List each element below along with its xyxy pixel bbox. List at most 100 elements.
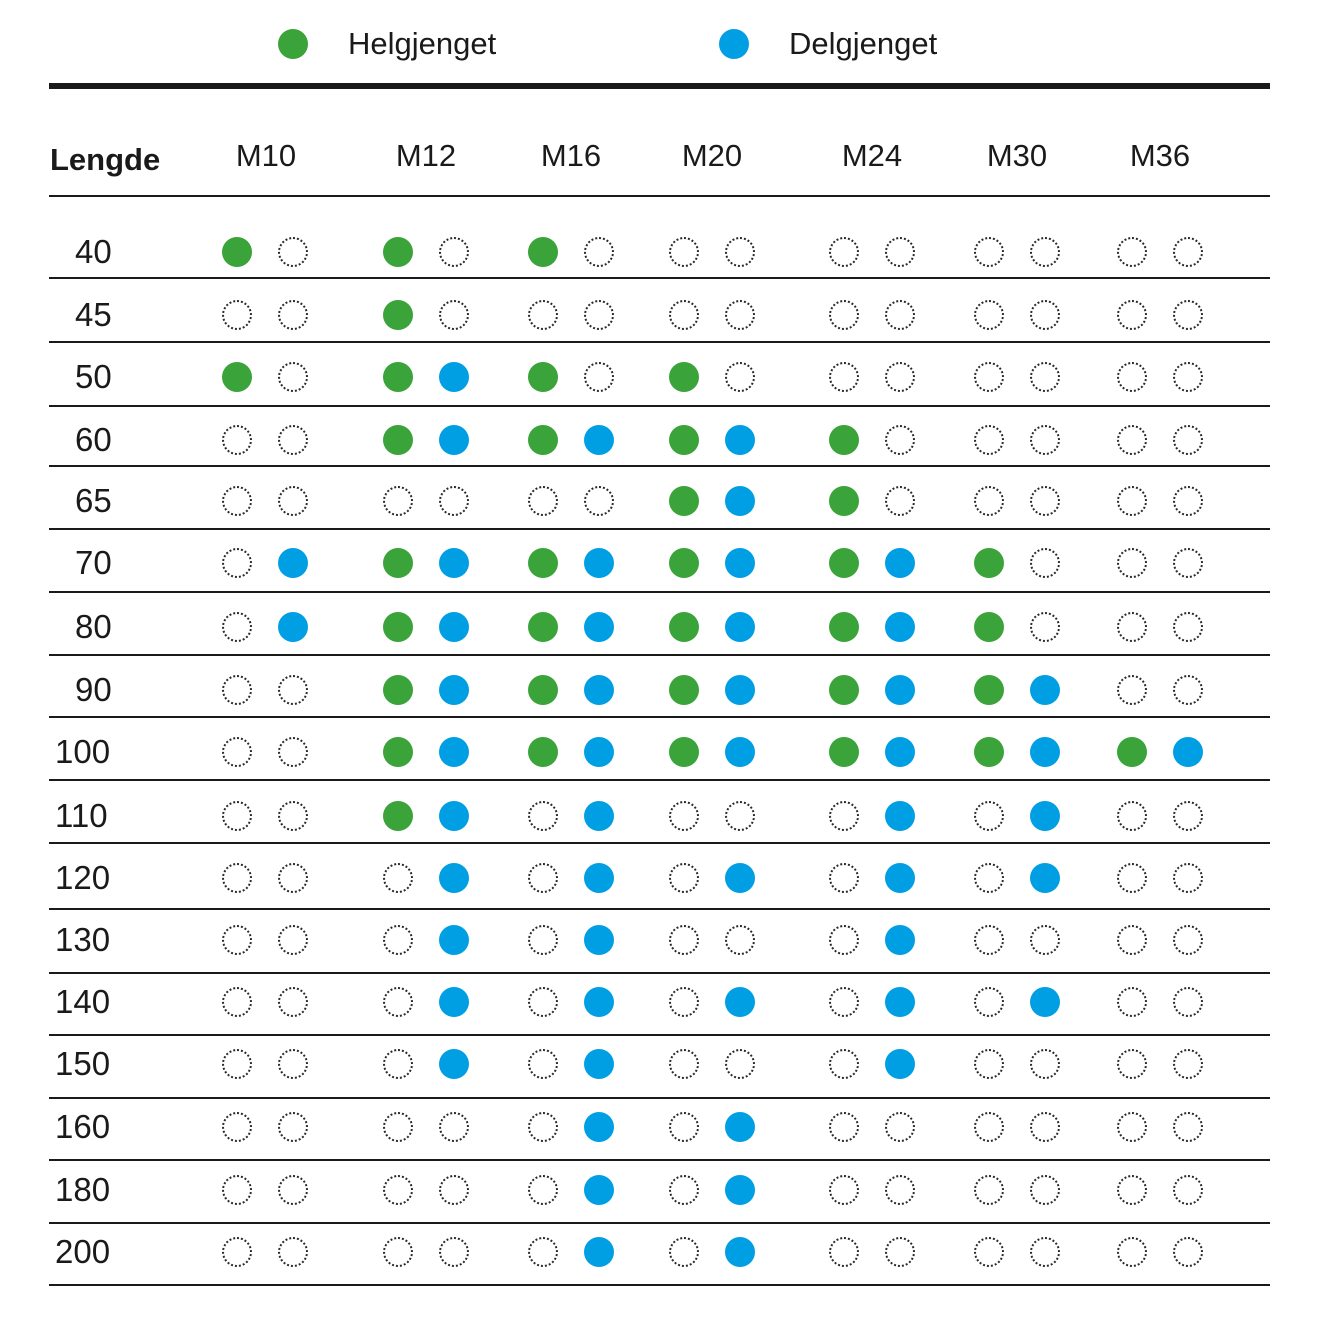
empty-full-dot-icon <box>528 801 558 831</box>
empty-part-dot-icon <box>439 1112 469 1142</box>
empty-part-dot-icon <box>1173 987 1203 1017</box>
green-dot-icon <box>669 675 699 705</box>
empty-full-dot-icon <box>1117 425 1147 455</box>
empty-part-dot-icon <box>1173 425 1203 455</box>
blue-dot-icon <box>725 675 755 705</box>
green-dot-icon <box>974 612 1004 642</box>
row-divider <box>49 465 1270 467</box>
green-dot-icon <box>528 425 558 455</box>
green-dot-icon <box>222 362 252 392</box>
table-row: 180 <box>0 1159 1324 1221</box>
empty-part-dot-icon <box>885 237 915 267</box>
blue-dot-icon <box>1173 737 1203 767</box>
empty-full-dot-icon <box>222 925 252 955</box>
empty-full-dot-icon <box>829 362 859 392</box>
green-dot-icon <box>383 675 413 705</box>
empty-part-dot-icon <box>1173 863 1203 893</box>
table-row: 140 <box>0 971 1324 1033</box>
empty-full-dot-icon <box>829 1175 859 1205</box>
blue-dot-icon <box>1030 675 1060 705</box>
green-dot-icon <box>829 548 859 578</box>
row-length-label: 140 <box>55 983 111 1020</box>
blue-dot-icon <box>885 1049 915 1079</box>
column-header-m10: M10 <box>235 138 297 173</box>
column-header-m36: M36 <box>1129 138 1191 173</box>
empty-part-dot-icon <box>1173 801 1203 831</box>
blue-dot-icon <box>439 801 469 831</box>
blue-dot-icon <box>584 548 614 578</box>
empty-full-dot-icon <box>974 863 1004 893</box>
blue-dot-icon <box>725 548 755 578</box>
green-dot-icon <box>974 548 1004 578</box>
empty-part-dot-icon <box>439 1175 469 1205</box>
table-row: 110 <box>0 785 1324 847</box>
blue-dot-icon <box>1030 863 1060 893</box>
empty-part-dot-icon <box>1030 548 1060 578</box>
green-dot-icon <box>383 801 413 831</box>
table-row: 50 <box>0 346 1324 408</box>
empty-part-dot-icon <box>1173 1049 1203 1079</box>
blue-dot-icon <box>725 612 755 642</box>
blue-dot-icon <box>278 612 308 642</box>
empty-part-dot-icon <box>278 863 308 893</box>
empty-full-dot-icon <box>974 987 1004 1017</box>
empty-part-dot-icon <box>1030 486 1060 516</box>
empty-part-dot-icon <box>1030 425 1060 455</box>
empty-full-dot-icon <box>383 1112 413 1142</box>
empty-full-dot-icon <box>974 486 1004 516</box>
empty-full-dot-icon <box>1117 548 1147 578</box>
blue-dot-icon <box>584 425 614 455</box>
green-dot-icon <box>669 425 699 455</box>
column-header-m20: M20 <box>681 138 743 173</box>
blue-dot-icon <box>439 987 469 1017</box>
blue-dot-icon <box>885 612 915 642</box>
empty-full-dot-icon <box>1117 1237 1147 1267</box>
table-row: 150 <box>0 1033 1324 1095</box>
empty-part-dot-icon <box>1030 925 1060 955</box>
empty-full-dot-icon <box>669 1175 699 1205</box>
empty-part-dot-icon <box>1030 1237 1060 1267</box>
green-dot-icon <box>669 612 699 642</box>
empty-part-dot-icon <box>1173 486 1203 516</box>
row-length-label: 100 <box>55 733 111 770</box>
green-dot-icon <box>1117 737 1147 767</box>
empty-full-dot-icon <box>974 237 1004 267</box>
blue-dot-icon <box>584 801 614 831</box>
empty-part-dot-icon <box>1173 675 1203 705</box>
row-divider <box>49 716 1270 718</box>
row-divider <box>49 1222 1270 1224</box>
empty-part-dot-icon <box>1030 300 1060 330</box>
row-length-label: 50 <box>75 358 112 395</box>
row-length-label: 90 <box>75 671 112 708</box>
empty-part-dot-icon <box>885 300 915 330</box>
blue-dot-icon <box>885 987 915 1017</box>
blue-dot-icon <box>1030 737 1060 767</box>
row-length-label: 65 <box>75 482 112 519</box>
empty-full-dot-icon <box>383 925 413 955</box>
empty-full-dot-icon <box>1117 237 1147 267</box>
blue-dot-icon <box>725 425 755 455</box>
green-dot-icon <box>383 237 413 267</box>
empty-part-dot-icon <box>584 300 614 330</box>
empty-part-dot-icon <box>885 486 915 516</box>
empty-part-dot-icon <box>1030 612 1060 642</box>
row-length-label: 45 <box>75 296 112 333</box>
empty-part-dot-icon <box>1173 1237 1203 1267</box>
legend-full-label: Helgjenget <box>348 26 497 61</box>
row-divider <box>49 654 1270 656</box>
empty-full-dot-icon <box>829 987 859 1017</box>
empty-full-dot-icon <box>1117 925 1147 955</box>
empty-part-dot-icon <box>885 1112 915 1142</box>
empty-full-dot-icon <box>669 801 699 831</box>
green-dot-icon <box>974 675 1004 705</box>
green-dot-icon <box>383 300 413 330</box>
empty-full-dot-icon <box>1117 1175 1147 1205</box>
empty-full-dot-icon <box>974 801 1004 831</box>
blue-dot-icon <box>584 1112 614 1142</box>
green-dot-icon <box>669 362 699 392</box>
empty-full-dot-icon <box>829 1049 859 1079</box>
empty-part-dot-icon <box>725 300 755 330</box>
empty-full-dot-icon <box>669 925 699 955</box>
table-row: 90 <box>0 659 1324 721</box>
empty-part-dot-icon <box>439 300 469 330</box>
